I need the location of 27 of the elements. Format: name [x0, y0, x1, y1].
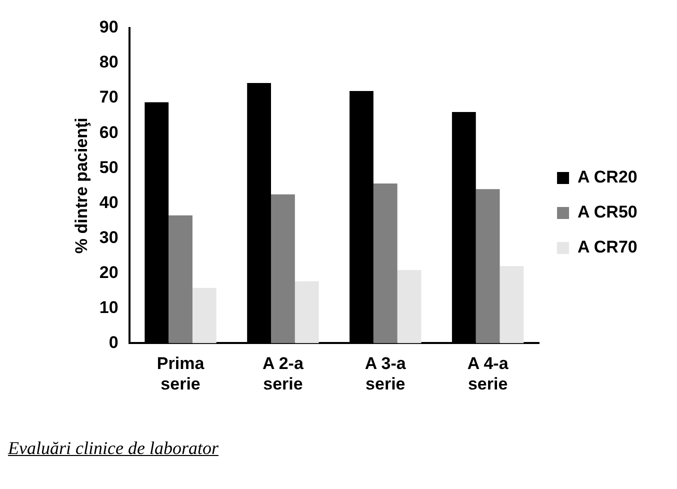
x-tick-label: Prima serie [156, 354, 205, 394]
bar [271, 194, 295, 344]
bar [373, 184, 398, 344]
legend-label: A CR50 [578, 202, 638, 222]
text: Evaluări clinice de laborator [8, 438, 220, 459]
y-tick-label: 50 [99, 158, 118, 177]
bar [476, 189, 500, 344]
y-tick-label: 30 [99, 228, 118, 247]
bar [192, 288, 216, 344]
x-tick-label: A 4-a serie [467, 354, 509, 394]
y-tick-label: 0 [108, 332, 118, 352]
y-tick-label: 10 [99, 298, 118, 317]
bar [397, 270, 422, 344]
y-axis-title: % dintre pacienţi [72, 118, 91, 254]
y-tick-label: 80 [99, 52, 118, 72]
y-tick-label: 40 [99, 192, 118, 212]
y-tick-label: 70 [99, 88, 118, 107]
y-tick-label: 20 [99, 262, 118, 282]
bar [168, 215, 192, 344]
x-tick-label: A 3-a serie [364, 354, 406, 394]
x-tick-label: A 2-a serie [262, 354, 304, 394]
y-tick-label: 60 [99, 122, 118, 142]
bar [500, 266, 524, 344]
y-tick-label: 90 [99, 18, 118, 37]
legend-label: A CR70 [578, 238, 638, 257]
bar [294, 281, 319, 344]
legend-label: A CR20 [578, 168, 638, 187]
